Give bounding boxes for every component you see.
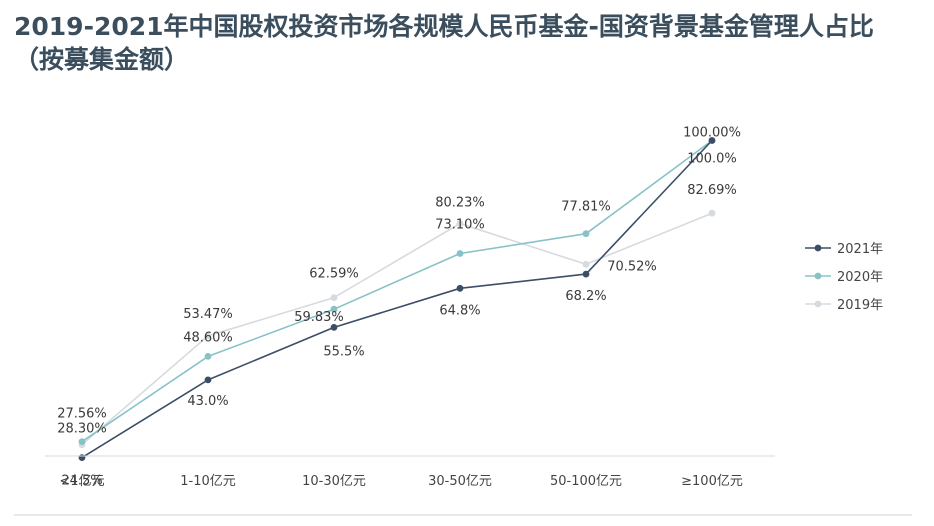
series-line-2020年 — [81, 139, 713, 443]
legend-item: 2019年 — [805, 298, 883, 313]
data-point — [456, 284, 464, 292]
data-point — [330, 294, 338, 301]
data-point — [582, 230, 590, 238]
data-label: 100.00% — [683, 126, 741, 141]
data-label: 24.5% — [61, 474, 102, 489]
series-line-2021年 — [81, 139, 713, 459]
x-axis-ticks: <1亿元 1-10亿元 10-30亿元 30-50亿元 50-100亿元 ≥100亿元 — [59, 474, 742, 489]
x-tick-label: 30-50亿元 — [428, 474, 492, 489]
data-label: 73.10% — [435, 218, 485, 233]
data-label: 82.69% — [687, 183, 737, 198]
data-point — [708, 209, 716, 217]
legend: 2021年 2020年 2019年 — [805, 242, 883, 313]
data-labels: 24.5% 43.0% 55.5% 64.8% 68.2% 100.0% 28.30% 48.… — [57, 126, 741, 489]
data-label: 80.23% — [435, 196, 485, 211]
data-point — [456, 250, 464, 257]
data-point — [78, 454, 86, 461]
x-tick-label: <1亿元 — [59, 474, 104, 489]
x-tick-label: 50-100亿元 — [550, 474, 622, 489]
data-label: 55.5% — [323, 344, 364, 359]
data-point — [708, 137, 716, 144]
data-point — [582, 260, 590, 268]
series-lines — [81, 139, 713, 459]
data-label: 48.60% — [183, 330, 233, 345]
legend-swatch-dot — [814, 272, 822, 280]
data-label: 28.30% — [57, 422, 107, 437]
data-label: 77.81% — [561, 200, 611, 215]
legend-swatch-dot — [814, 300, 822, 308]
data-label: 62.59% — [309, 267, 359, 282]
data-point — [204, 376, 212, 384]
legend-item: 2021年 — [805, 242, 883, 257]
chart-title: 2019-2021年中国股权投资市场各规模人民币基金-国资背景基金管理人占比（按… — [14, 12, 874, 74]
legend-label: 2019年 — [837, 298, 883, 313]
data-label: 100.0% — [687, 152, 737, 167]
data-label: 27.56% — [57, 407, 107, 422]
legend-label: 2021年 — [837, 242, 883, 257]
series-line-2019年 — [81, 212, 713, 446]
data-label: 64.8% — [439, 303, 480, 318]
data-label: 43.0% — [187, 394, 228, 409]
data-point — [78, 438, 86, 445]
data-label: 70.52% — [607, 259, 657, 274]
data-point — [204, 353, 212, 360]
x-tick-label: 10-30亿元 — [302, 474, 366, 489]
legend-swatch-dot — [814, 244, 822, 252]
series-points — [78, 137, 716, 461]
data-label: 53.47% — [183, 307, 233, 322]
data-point — [582, 270, 590, 278]
x-tick-label: ≥100亿元 — [681, 474, 743, 489]
data-point — [456, 220, 464, 227]
data-point — [330, 305, 338, 313]
legend-label: 2020年 — [837, 270, 883, 285]
x-tick-label: 1-10亿元 — [180, 474, 236, 489]
data-label: 59.83% — [294, 310, 344, 325]
data-point — [330, 324, 338, 331]
legend-item: 2020年 — [805, 270, 883, 285]
data-point — [204, 332, 212, 340]
data-label: 68.2% — [565, 289, 606, 304]
